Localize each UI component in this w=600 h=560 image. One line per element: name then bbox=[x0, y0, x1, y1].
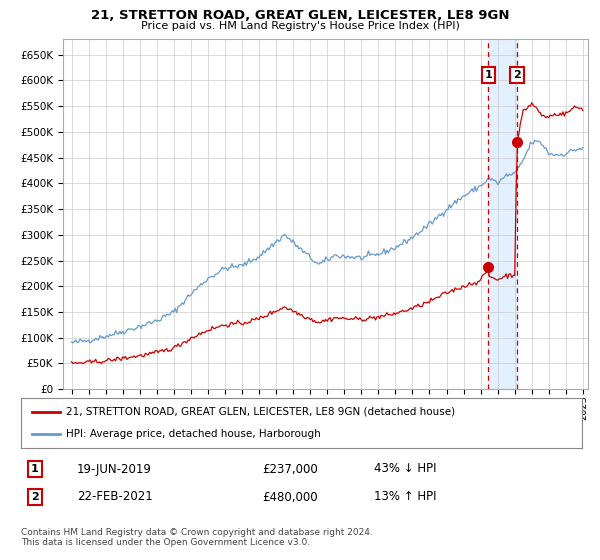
Text: 43% ↓ HPI: 43% ↓ HPI bbox=[374, 463, 437, 475]
Text: 13% ↑ HPI: 13% ↑ HPI bbox=[374, 491, 437, 503]
Text: Price paid vs. HM Land Registry's House Price Index (HPI): Price paid vs. HM Land Registry's House … bbox=[140, 21, 460, 31]
Text: £237,000: £237,000 bbox=[262, 463, 318, 475]
Text: 22-FEB-2021: 22-FEB-2021 bbox=[77, 491, 153, 503]
Text: £480,000: £480,000 bbox=[262, 491, 318, 503]
Bar bbox=[488, 39, 517, 389]
Text: 19-JUN-2019: 19-JUN-2019 bbox=[77, 463, 152, 475]
Text: 21, STRETTON ROAD, GREAT GLEN, LEICESTER, LE8 9GN (detached house): 21, STRETTON ROAD, GREAT GLEN, LEICESTER… bbox=[66, 407, 455, 417]
Text: HPI: Average price, detached house, Harborough: HPI: Average price, detached house, Harb… bbox=[66, 429, 320, 439]
Text: 1: 1 bbox=[31, 464, 39, 474]
Text: 1: 1 bbox=[485, 70, 493, 80]
Text: 2: 2 bbox=[513, 70, 521, 80]
Text: 21, STRETTON ROAD, GREAT GLEN, LEICESTER, LE8 9GN: 21, STRETTON ROAD, GREAT GLEN, LEICESTER… bbox=[91, 9, 509, 22]
Text: Contains HM Land Registry data © Crown copyright and database right 2024.
This d: Contains HM Land Registry data © Crown c… bbox=[21, 528, 373, 547]
Text: 2: 2 bbox=[31, 492, 39, 502]
